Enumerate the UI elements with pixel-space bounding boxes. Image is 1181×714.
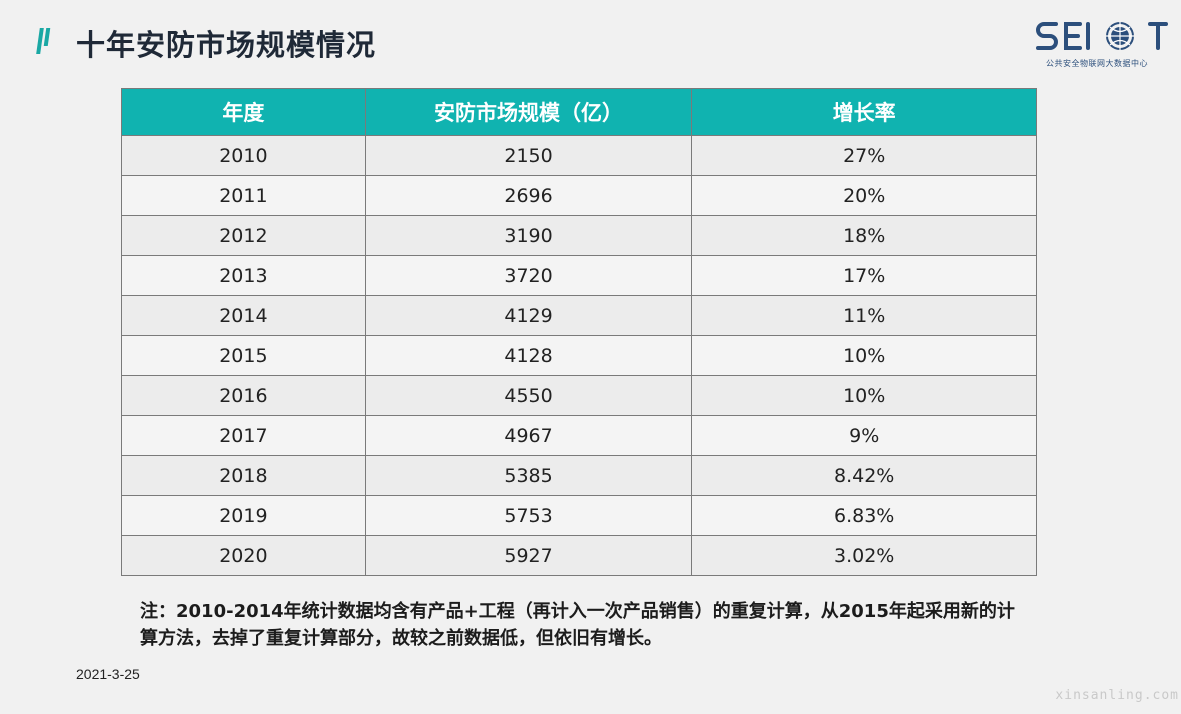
logo-subtitle: 公共安全物联网大数据中心: [1046, 59, 1148, 68]
cell-market-size: 4129: [364, 295, 693, 336]
cell-growth-rate: 3.02%: [691, 535, 1037, 576]
column-header-year: 年度: [121, 88, 366, 136]
cell-year: 2014: [121, 295, 366, 336]
column-header-market-size: 安防市场规模（亿）: [364, 88, 693, 136]
seiot-logo: [1036, 22, 1168, 50]
table-header-row: 年度 安防市场规模（亿） 增长率: [121, 88, 1037, 136]
cell-market-size: 5385: [364, 455, 693, 496]
cell-market-size: 4550: [364, 375, 693, 416]
market-size-table: 年度 安防市场规模（亿） 增长率 2010 2150 27% 2011 2696…: [121, 88, 1037, 576]
table-row: 2013 3720 17%: [121, 255, 1037, 296]
footnote: 注：2010-2014年统计数据均含有产品+工程（再计入一次产品销售）的重复计算…: [140, 601, 1015, 649]
table-row: 2011 2696 20%: [121, 175, 1037, 216]
cell-year: 2019: [121, 495, 366, 536]
watermark: xinsanling.com: [1055, 688, 1179, 703]
cell-growth-rate: 9%: [691, 415, 1037, 456]
column-header-growth-rate: 增长率: [691, 88, 1037, 136]
cell-growth-rate: 8.42%: [691, 455, 1037, 496]
table-row: 2020 5927 3.02%: [121, 535, 1037, 576]
table-row: 2017 4967 9%: [121, 415, 1037, 456]
title-accent-bar: [36, 28, 44, 54]
cell-market-size: 3190: [364, 215, 693, 256]
cell-year: 2013: [121, 255, 366, 296]
cell-market-size: 2696: [364, 175, 693, 216]
cell-year: 2016: [121, 375, 366, 416]
cell-year: 2017: [121, 415, 366, 456]
table-row: 2014 4129 11%: [121, 295, 1037, 336]
title-accent-bar-small: [43, 28, 51, 46]
cell-market-size: 3720: [364, 255, 693, 296]
cell-market-size: 5753: [364, 495, 693, 536]
cell-year: 2018: [121, 455, 366, 496]
cell-year: 2012: [121, 215, 366, 256]
cell-year: 2010: [121, 135, 366, 176]
table-row: 2016 4550 10%: [121, 375, 1037, 416]
cell-year: 2020: [121, 535, 366, 576]
table-row: 2018 5385 8.42%: [121, 455, 1037, 496]
table-row: 2012 3190 18%: [121, 215, 1037, 256]
cell-year: 2011: [121, 175, 366, 216]
cell-growth-rate: 11%: [691, 295, 1037, 336]
table-row: 2015 4128 10%: [121, 335, 1037, 376]
cell-market-size: 4967: [364, 415, 693, 456]
cell-growth-rate: 10%: [691, 335, 1037, 376]
cell-market-size: 4128: [364, 335, 693, 376]
cell-growth-rate: 17%: [691, 255, 1037, 296]
cell-growth-rate: 10%: [691, 375, 1037, 416]
page-title: 十年安防市场规模情况: [76, 28, 377, 62]
cell-market-size: 5927: [364, 535, 693, 576]
cell-growth-rate: 18%: [691, 215, 1037, 256]
table-row: 2019 5753 6.83%: [121, 495, 1037, 536]
cell-growth-rate: 27%: [691, 135, 1037, 176]
cell-year: 2015: [121, 335, 366, 376]
cell-growth-rate: 20%: [691, 175, 1037, 216]
table-row: 2010 2150 27%: [121, 135, 1037, 176]
cell-market-size: 2150: [364, 135, 693, 176]
cell-growth-rate: 6.83%: [691, 495, 1037, 536]
slide-date: 2021-3-25: [76, 666, 140, 682]
